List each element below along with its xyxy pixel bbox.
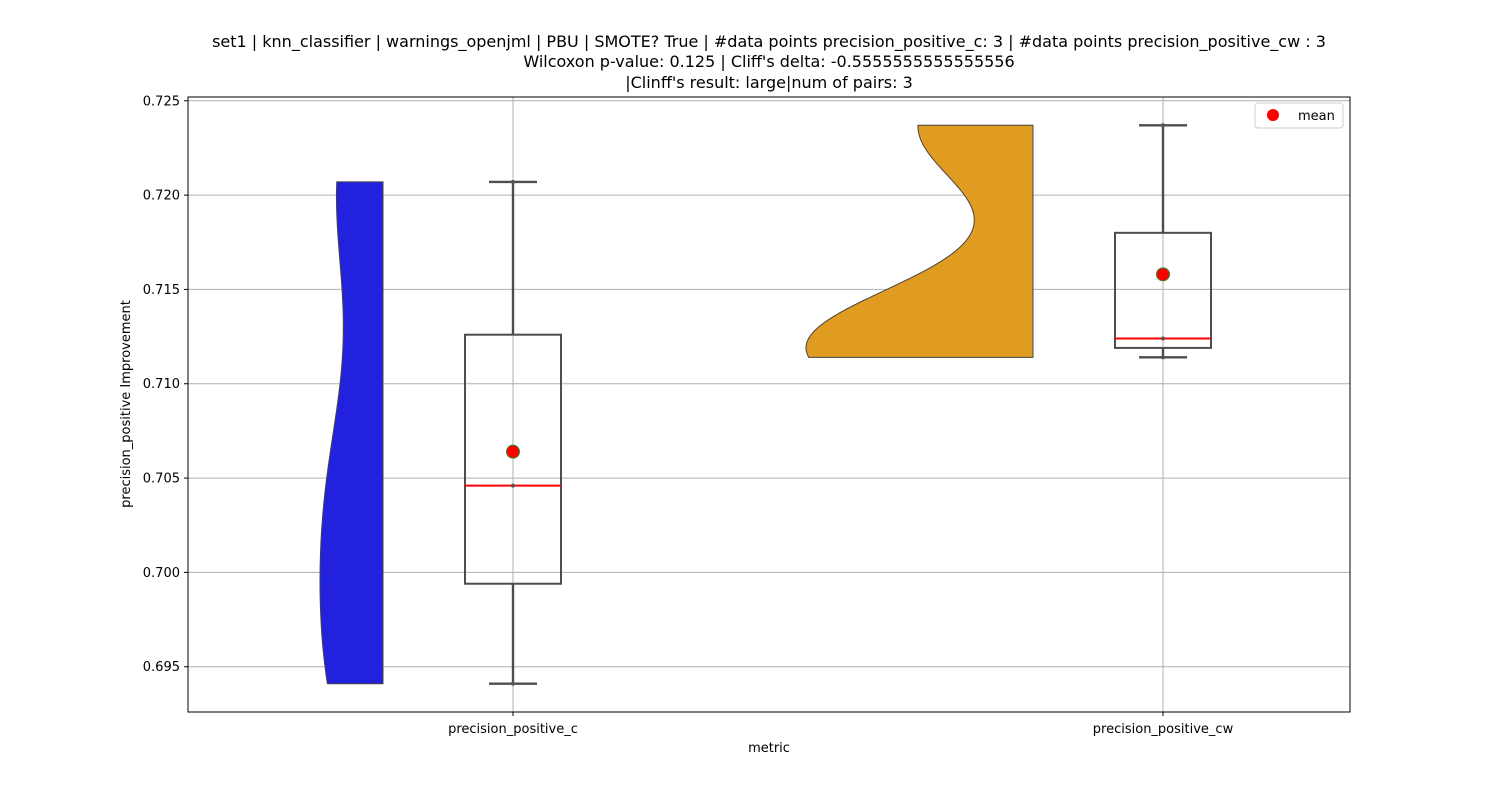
mean-marker xyxy=(1156,267,1170,282)
mean-marker xyxy=(506,444,520,459)
y-tick-label: 0.715 xyxy=(143,283,180,298)
violin-precision_positive_cw xyxy=(805,124,1034,358)
boxplots xyxy=(464,123,1212,686)
title-line-2: Wilcoxon p-value: 0.125 | Cliff's delta:… xyxy=(523,52,1014,71)
legend: mean xyxy=(1254,102,1344,129)
x-tick-label: precision_positive_cw xyxy=(1093,722,1234,737)
plot-frame xyxy=(187,96,1351,713)
legend-mean-marker xyxy=(1267,109,1279,121)
axes: 0.695 0.700 0.705 0.710 0.715 0.720 0.725 preci… xyxy=(143,94,1351,737)
y-tick-label: 0.720 xyxy=(143,189,180,204)
title-line-3: |Clinff's result: large|num of pairs: 3 xyxy=(625,73,913,92)
y-tick-label: 0.710 xyxy=(143,377,180,392)
x-tick-label: precision_positive_c xyxy=(448,722,578,737)
data-point xyxy=(511,179,515,184)
y-tick-label: 0.725 xyxy=(143,94,180,109)
y-tick-label: 0.700 xyxy=(143,566,180,581)
box-precision_positive_cw xyxy=(1114,231,1212,349)
data-point xyxy=(1161,355,1165,360)
data-point xyxy=(1161,336,1165,341)
data-point xyxy=(511,483,515,488)
violins xyxy=(319,124,1034,685)
legend-mean-label: mean xyxy=(1298,109,1335,124)
y-axis-label: precision_positive Improvement xyxy=(119,300,134,508)
y-tick-label: 0.695 xyxy=(143,660,180,675)
chart-title: set1 | knn_classifier | warnings_openjml… xyxy=(212,32,1326,92)
x-axis-label: metric xyxy=(748,741,790,756)
title-line-1: set1 | knn_classifier | warnings_openjml… xyxy=(212,32,1326,52)
data-point xyxy=(1161,123,1165,128)
violin-precision_positive_c xyxy=(319,181,384,685)
data-point xyxy=(511,681,515,686)
legend-box xyxy=(1254,102,1344,129)
box-precision_positive_c xyxy=(464,333,562,585)
y-tick-label: 0.705 xyxy=(143,472,180,487)
